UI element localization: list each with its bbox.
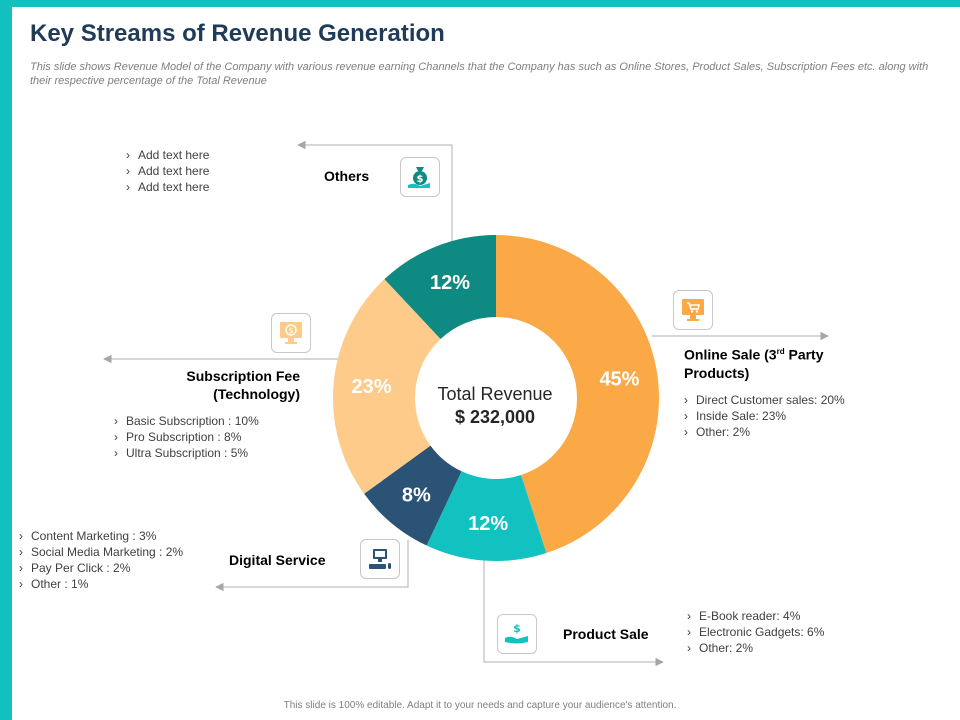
computer-icon (360, 539, 400, 579)
digital-connector (215, 540, 409, 592)
list-item: Other: 2% (687, 640, 824, 656)
list-item: Add text here (126, 147, 209, 163)
others-label: Others (324, 168, 370, 184)
list-item: Content Marketing : 3% (19, 528, 183, 544)
slice-label-product-sale: 12% (468, 513, 508, 535)
slice-label-digital-service: 8% (402, 484, 431, 506)
list-item: Social Media Marketing : 2% (19, 544, 183, 560)
digital-service-list: Content Marketing : 3% Social Media Mark… (19, 528, 183, 592)
subscription-list: Basic Subscription : 10% Pro Subscriptio… (114, 413, 259, 461)
svg-text:$: $ (417, 174, 424, 185)
slice-label-subscription-fee: 23% (352, 376, 392, 398)
online-sale-list: Direct Customer sales: 20% Inside Sale: … (684, 392, 845, 440)
page-subtitle: This slide shows Revenue Model of the Co… (30, 61, 929, 87)
center-total-label: Total Revenue (437, 384, 553, 404)
list-item: Basic Subscription : 10% (114, 413, 259, 429)
money-bag-hand-icon: $ (400, 157, 440, 197)
list-item: Other : 1% (19, 576, 183, 592)
left-accent-bar (0, 0, 12, 720)
top-accent-bar (0, 0, 960, 7)
slice-product-sale (426, 471, 547, 561)
list-item: Other: 2% (684, 424, 845, 440)
svg-text:$: $ (288, 326, 293, 335)
slice-subscription-fee (332, 279, 441, 494)
slice-others (384, 234, 496, 339)
list-item: Pro Subscription : 8% (114, 429, 259, 445)
list-item: Ultra Subscription : 5% (114, 445, 259, 461)
list-item: E-Book reader: 4% (687, 608, 824, 624)
others-list: Add text here Add text here Add text her… (126, 147, 209, 195)
shopping-cart-monitor-icon (673, 290, 713, 330)
product-sale-label: Product Sale (563, 626, 649, 642)
online-sale-label: Online Sale (3rd Party Products) (684, 346, 824, 381)
list-item: Electronic Gadgets: 6% (687, 624, 824, 640)
dollar-hand-icon: $ (497, 614, 537, 654)
digital-service-label: Digital Service (229, 552, 326, 568)
product-sale-list: E-Book reader: 4% Electronic Gadgets: 6%… (687, 608, 824, 656)
list-item: Add text here (126, 163, 209, 179)
dollar-monitor-icon: $ (271, 313, 311, 353)
others-connector (297, 140, 453, 243)
list-item: Add text here (126, 179, 209, 195)
slice-label-online-sale: 45% (599, 368, 639, 390)
slice-online-sale (496, 235, 659, 554)
slice-label-others: 12% (430, 272, 470, 294)
subscription-label: Subscription Fee (Technology) (186, 368, 300, 402)
list-item: Inside Sale: 23% (684, 408, 845, 424)
slice-digital-service (364, 445, 462, 546)
footer-note: This slide is 100% editable. Adapt it to… (283, 700, 677, 711)
product-connector (483, 560, 664, 667)
svg-text:$: $ (513, 622, 521, 635)
list-item: Pay Per Click : 2% (19, 560, 183, 576)
list-item: Direct Customer sales: 20% (684, 392, 845, 408)
page-title: Key Streams of Revenue Generation (30, 20, 445, 47)
center-total-value: $ 232,000 (454, 407, 536, 427)
